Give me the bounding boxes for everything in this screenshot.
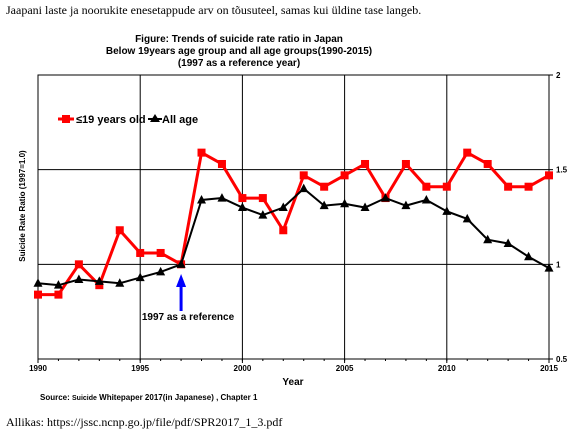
data-point-all [156, 266, 166, 276]
series-line-all [37, 187, 550, 287]
data-point-all [94, 276, 104, 285]
data-point-19 [320, 182, 329, 191]
data-point-19 [340, 171, 349, 180]
x-axis-label: Year [282, 377, 303, 388]
legend-marker-all [150, 114, 160, 122]
reference-label: 1997 as a reference [142, 312, 235, 323]
data-point-19 [279, 226, 288, 235]
data-point-all [258, 210, 268, 219]
data-point-all [340, 198, 350, 208]
x-tick-label: 1995 [131, 364, 149, 373]
data-point-all [462, 213, 472, 223]
data-point-all [237, 202, 247, 212]
y-axis-label: Suicide Rate Ratio (1997=1.0) [18, 150, 27, 262]
data-point-19 [463, 148, 472, 157]
chart-title-line-3: (1997 as a reference year) [178, 58, 300, 69]
x-tick-label: 2010 [438, 364, 456, 373]
legend-label-19: ≤19 years old [76, 114, 146, 126]
data-point-19 [299, 171, 308, 180]
data-point-all [503, 238, 513, 248]
data-point-all [53, 280, 63, 289]
data-point-19 [197, 148, 206, 157]
data-point-19 [115, 226, 124, 235]
data-point-19 [422, 182, 431, 191]
data-point-19 [156, 248, 165, 257]
data-point-all [483, 234, 493, 244]
data-point-19 [442, 182, 451, 191]
data-point-19 [238, 194, 247, 203]
source-line: Source: Suicide Whitepaper 2017(in Japan… [40, 393, 258, 402]
data-point-all [380, 193, 390, 202]
y-tick-label: 2 [556, 71, 561, 80]
source-rest: Whitepaper 2017(in Japanese) , Chapter 1 [97, 393, 258, 402]
data-point-19 [401, 159, 410, 168]
data-point-all [319, 200, 329, 210]
data-point-all [135, 272, 145, 282]
source-name: Suicide [72, 395, 97, 402]
x-tick-label: 2015 [540, 364, 558, 373]
data-point-all [442, 206, 452, 215]
caption-bottom: Allikas: https://jssc.ncnp.go.jp/file/pd… [6, 415, 283, 429]
chart-title-line-1: Figure: Trends of suicide rate ratio in … [135, 34, 343, 45]
reference-annotation: 1997 as a reference [142, 274, 235, 323]
x-axis-ticks: 1990 1995 2000 2005 2010 2015 [29, 359, 558, 373]
data-point-all [278, 202, 288, 212]
data-point-all [115, 278, 125, 287]
series-layer [33, 148, 554, 299]
data-point-all [401, 200, 411, 210]
data-point-all [544, 263, 554, 272]
data-point-19 [483, 159, 492, 168]
x-tick-label: 2005 [336, 364, 354, 373]
data-point-19 [95, 281, 104, 290]
data-point-all [217, 193, 227, 202]
y-tick-label: 1 [556, 260, 561, 269]
data-point-all [197, 194, 207, 204]
data-point-all [33, 278, 43, 287]
data-point-19 [524, 182, 533, 191]
data-point-all [524, 251, 534, 261]
y-axis-ticks: 0.5 1 1.5 2 [549, 71, 568, 364]
x-tick-label: 2000 [234, 364, 252, 373]
data-point-19 [217, 159, 226, 168]
data-point-19 [361, 159, 370, 168]
data-point-19 [258, 194, 267, 203]
caption-top: Jaapani laste ja noorukite enesetappude … [6, 3, 422, 17]
data-point-19 [136, 248, 145, 257]
y-tick-label: 0.5 [556, 355, 568, 364]
x-tick-label: 1990 [29, 364, 47, 373]
data-point-19 [54, 290, 63, 299]
grid-lines [38, 75, 549, 359]
source-prefix: Source: [40, 393, 72, 402]
data-point-19 [74, 260, 83, 269]
legend-marker-19 [62, 115, 70, 123]
data-point-19 [34, 290, 42, 299]
data-point-all [421, 194, 431, 204]
legend-label-all: All age [162, 114, 198, 126]
data-point-all [299, 183, 309, 193]
y-tick-label: 1.5 [556, 166, 568, 175]
data-point-all [360, 202, 370, 212]
data-point-19 [545, 171, 553, 180]
data-point-19 [504, 182, 513, 191]
data-point-all [176, 259, 186, 268]
chart-title-line-2: Below 19years age group and all age grou… [106, 46, 372, 57]
data-point-all [74, 274, 84, 283]
legend: ≤19 years old All age [58, 114, 198, 126]
reference-arrowhead [176, 274, 187, 287]
